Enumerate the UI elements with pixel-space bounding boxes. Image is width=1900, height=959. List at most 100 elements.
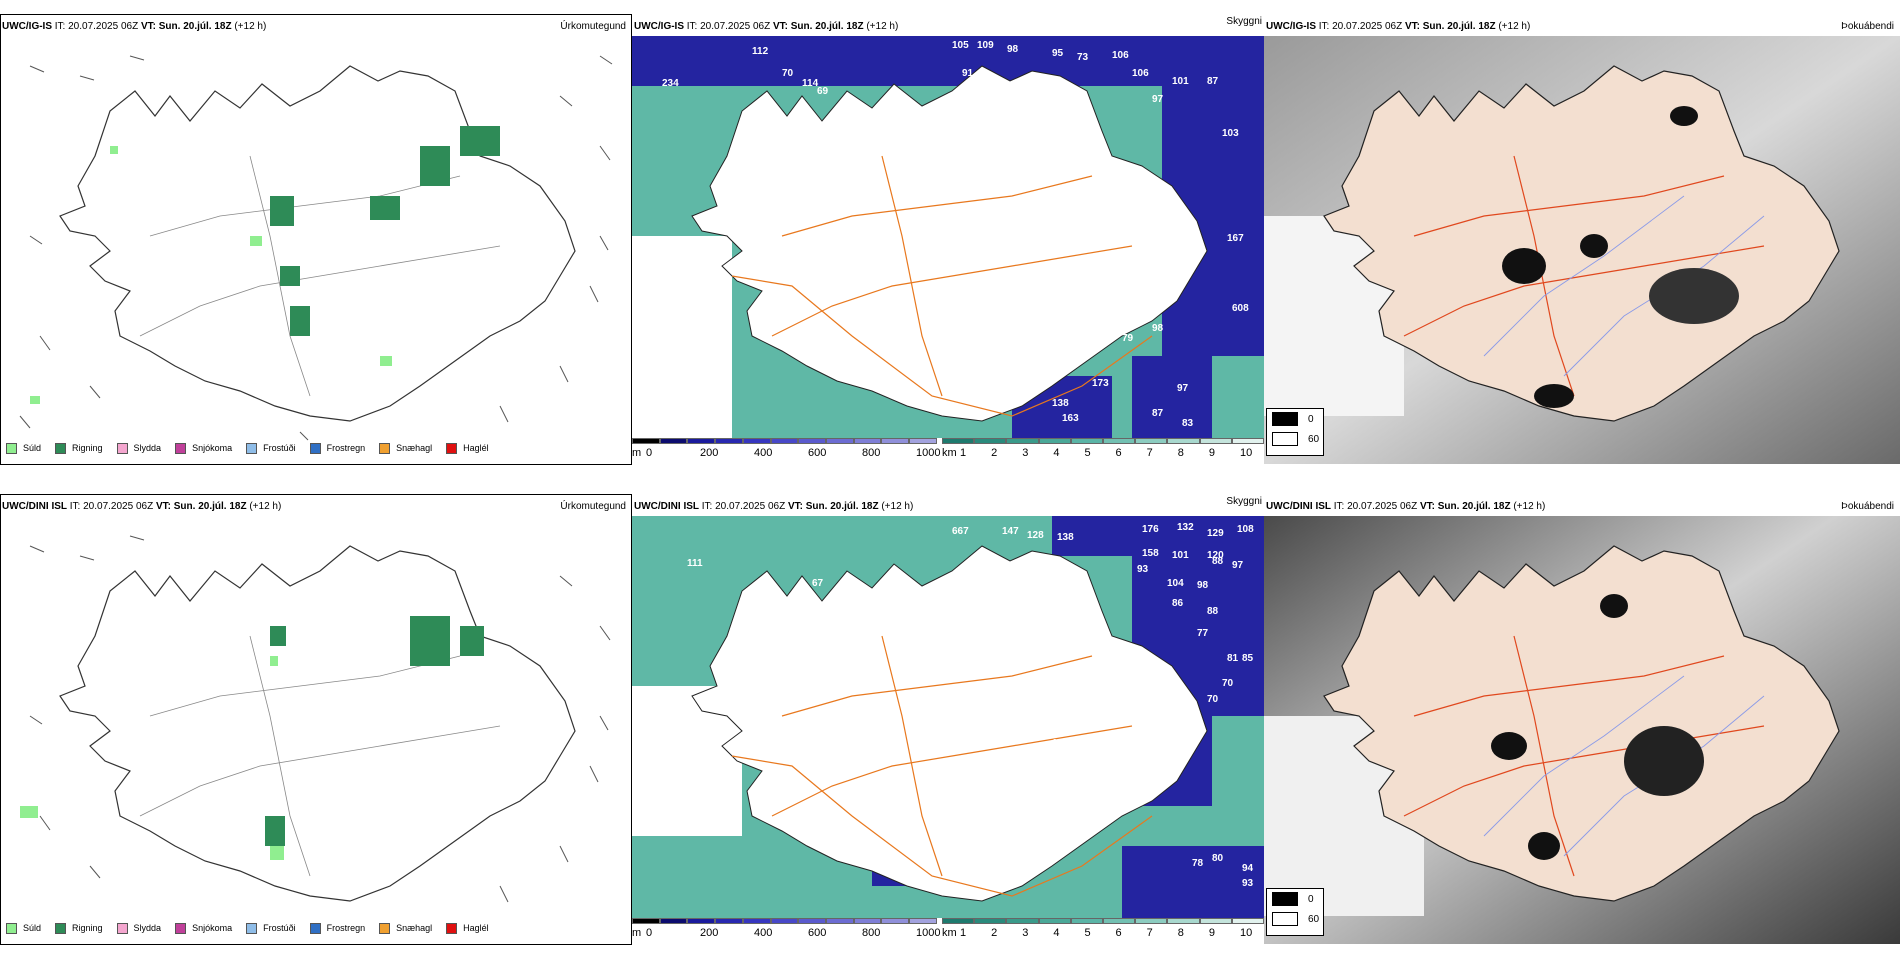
it-label: IT: xyxy=(1318,21,1330,32)
visibility-value: 97 xyxy=(1177,383,1189,394)
fog-legend-swatch xyxy=(1272,432,1298,446)
panel-header: UWC/DINI ISL IT: 20.07.2025 06Z VT: Sun.… xyxy=(634,501,913,512)
colorbar-tick: 600 xyxy=(808,927,827,939)
visibility-value: 70 xyxy=(1222,678,1234,689)
colorbar-tick: 5 xyxy=(1084,927,1091,939)
legend-item: Slydda xyxy=(116,922,161,934)
visibility-value: 163 xyxy=(1062,413,1079,424)
vt-label: VT: xyxy=(787,501,803,512)
valid-time: Sun. 20.júl. 18Z xyxy=(1422,21,1496,32)
colorbar-segment xyxy=(853,918,882,924)
visibility-value: 86 xyxy=(1172,598,1184,609)
colorbar-segment xyxy=(909,438,937,444)
legend-swatch xyxy=(309,922,321,934)
colorbar-tick: 0 xyxy=(646,927,653,939)
rain-areas xyxy=(265,616,484,846)
visibility-panel-top: UWC/IG-IS IT: 20.07.2025 06Z VT: Sun. 20… xyxy=(632,14,1264,479)
colorbar-segment xyxy=(942,918,975,924)
visibility-value: 111 xyxy=(687,558,703,569)
visibility-value: 106 xyxy=(1112,50,1129,61)
visibility-value: 94 xyxy=(1242,863,1254,874)
fog-panel-bottom: UWC/DINI ISL IT: 20.07.2025 06Z VT: Sun.… xyxy=(1264,494,1900,959)
visibility-value: 108 xyxy=(1237,524,1254,535)
legend-label: Rigning xyxy=(72,443,103,453)
visibility-value: 78 xyxy=(1192,858,1204,869)
vt-label: VT: xyxy=(1404,21,1420,32)
visibility-value: 667 xyxy=(952,526,969,537)
precip-map xyxy=(0,36,630,441)
colorbar-tick: 800 xyxy=(862,927,881,939)
fog-legend-swatch xyxy=(1272,912,1298,926)
colorbar-tick: 3 xyxy=(1022,447,1029,459)
colorbar-segment xyxy=(1070,438,1103,444)
visibility-value: 75 xyxy=(932,293,944,304)
visibility-panel-bottom: UWC/DINI ISL IT: 20.07.2025 06Z VT: Sun.… xyxy=(632,494,1264,959)
legend-item: Haglél xyxy=(446,442,489,454)
init-time: 20.07.2025 06Z xyxy=(1347,501,1418,512)
colorbar-km-swatches xyxy=(942,438,1264,444)
precip-legend: Súld Rigning Slydda Snjókoma Frostúði Frostre… xyxy=(6,438,503,458)
colorbar-segment xyxy=(1231,918,1264,924)
colorbar-segment xyxy=(942,438,975,444)
colorbar-segment xyxy=(1199,438,1232,444)
colorbar-tick: 8 xyxy=(1177,927,1184,939)
it-label: IT: xyxy=(686,21,698,32)
colorbar-segment xyxy=(881,918,910,924)
visibility-value: 67 xyxy=(1102,763,1114,774)
colorbar-segment xyxy=(659,438,688,444)
visibility-colorbar: m km 0 200 400 600 800 1000 1 2 3 4 5 6 7 8 9 10 xyxy=(632,918,1264,959)
colorbar-tick: 6 xyxy=(1115,447,1122,459)
legend-item: Frostúði xyxy=(246,442,296,454)
colorbar-tick: 2 xyxy=(991,927,998,939)
precip-panel-bottom: UWC/DINI ISL IT: 20.07.2025 06Z VT: Sun.… xyxy=(0,494,632,959)
colorbar-tick: 1 xyxy=(960,927,967,939)
model-name: UWC/IG-IS xyxy=(1266,21,1316,32)
legend-item: Slydda xyxy=(116,442,161,454)
legend-swatch xyxy=(55,922,67,934)
fog-legend-label: 60 xyxy=(1308,913,1320,925)
visibility-value: 98 xyxy=(1152,323,1164,334)
panel-header: UWC/DINI ISL IT: 20.07.2025 06Z VT: Sun.… xyxy=(1266,501,1545,512)
legend-label: Haglél xyxy=(463,923,489,933)
colorbar-segment xyxy=(742,918,771,924)
precip-panel-top: UWC/IG-IS IT: 20.07.2025 06Z VT: Sun. 20… xyxy=(0,14,632,479)
colorbar-segment xyxy=(974,918,1007,924)
colorbar-segment xyxy=(1135,438,1168,444)
fog-legend-label: 60 xyxy=(1308,433,1320,445)
visibility-value: 70 xyxy=(1207,694,1219,705)
visibility-value: 85 xyxy=(832,288,844,299)
init-time: 20.07.2025 06Z xyxy=(715,501,786,512)
colorbar-segment xyxy=(974,438,1007,444)
visibility-value: 81 xyxy=(872,258,884,269)
fog-legend-item: 60 xyxy=(1267,909,1323,929)
road-lines xyxy=(731,635,1153,897)
colorbar-tick: 7 xyxy=(1146,447,1153,459)
fog-legend-swatch xyxy=(1272,892,1298,906)
visibility-map: 234 112 105 109 98 95 73 106 91 86 83 106 101 87 97 62 7… xyxy=(632,36,1264,464)
legend-swatch xyxy=(116,442,128,454)
legend-label: Frostregn xyxy=(326,923,366,933)
visibility-value: 128 xyxy=(1027,530,1044,541)
fog-legend-item: 0 xyxy=(1267,409,1323,429)
model-name: UWC/IG-IS xyxy=(2,21,52,32)
road-lines xyxy=(731,155,1153,417)
vt-label: VT: xyxy=(772,21,788,32)
fog-legend-item: 60 xyxy=(1267,429,1323,449)
colorbar-tick: 5 xyxy=(1084,447,1091,459)
it-label: IT: xyxy=(701,501,713,512)
visibility-value: 77 xyxy=(1197,628,1209,639)
visibility-value: 48 xyxy=(912,848,924,859)
legend-item: Snæhagl xyxy=(379,922,432,934)
visibility-value: 58 xyxy=(742,228,754,239)
valid-time: Sun. 20.júl. 18Z xyxy=(173,501,247,512)
legend-swatch xyxy=(379,922,391,934)
visibility-value: 85 xyxy=(1242,653,1254,664)
colorbar-m-swatches xyxy=(632,438,937,444)
lead-time: (+12 h) xyxy=(881,501,914,512)
colorbar-segment xyxy=(742,438,771,444)
visibility-value: 120 xyxy=(1207,550,1224,561)
colorbar-tick: 800 xyxy=(862,447,881,459)
visibility-value: 67 xyxy=(812,578,824,589)
colorbar-segment xyxy=(1102,438,1136,444)
